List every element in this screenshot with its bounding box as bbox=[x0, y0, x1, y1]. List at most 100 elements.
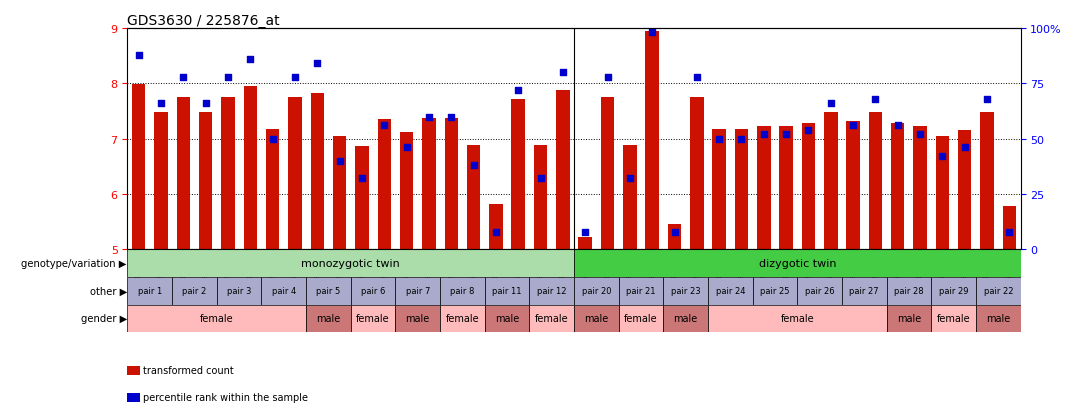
Text: other ▶: other ▶ bbox=[90, 286, 127, 296]
Point bbox=[264, 136, 281, 142]
Bar bbox=[914, 127, 927, 250]
Bar bbox=[667, 225, 681, 250]
Bar bbox=[127, 277, 172, 305]
Bar bbox=[311, 94, 324, 250]
Bar bbox=[847, 122, 860, 250]
Text: male: male bbox=[674, 314, 698, 324]
Bar bbox=[708, 277, 753, 305]
Point bbox=[889, 123, 906, 129]
Point bbox=[130, 52, 147, 59]
Point bbox=[867, 96, 885, 103]
Point bbox=[309, 61, 326, 68]
Bar bbox=[891, 124, 904, 250]
Text: female: female bbox=[936, 314, 971, 324]
Bar bbox=[824, 113, 837, 250]
Bar bbox=[400, 133, 414, 250]
Bar bbox=[266, 129, 280, 250]
Text: female: female bbox=[200, 314, 233, 324]
Bar bbox=[154, 113, 167, 250]
Bar bbox=[172, 277, 217, 305]
Text: pair 3: pair 3 bbox=[227, 287, 252, 296]
Text: transformed count: transformed count bbox=[143, 366, 233, 375]
Point bbox=[577, 229, 594, 235]
Point bbox=[376, 123, 393, 129]
Text: pair 8: pair 8 bbox=[450, 287, 474, 296]
Bar bbox=[935, 137, 949, 250]
Bar bbox=[1002, 206, 1016, 250]
Bar bbox=[467, 146, 481, 250]
Bar bbox=[244, 87, 257, 250]
Point bbox=[197, 101, 214, 107]
Bar bbox=[529, 305, 575, 332]
Bar bbox=[797, 277, 842, 305]
Bar bbox=[221, 98, 234, 250]
Bar bbox=[575, 250, 1021, 277]
Point bbox=[956, 145, 973, 152]
Bar bbox=[132, 85, 146, 250]
Point bbox=[554, 70, 571, 76]
Bar bbox=[355, 147, 368, 250]
Text: pair 4: pair 4 bbox=[271, 287, 296, 296]
Bar bbox=[780, 127, 793, 250]
Point bbox=[778, 132, 795, 138]
Point bbox=[845, 123, 862, 129]
Bar bbox=[801, 124, 815, 250]
Bar bbox=[623, 146, 636, 250]
Bar bbox=[306, 305, 351, 332]
Point bbox=[242, 57, 259, 63]
Text: percentile rank within the sample: percentile rank within the sample bbox=[143, 392, 308, 402]
Text: female: female bbox=[535, 314, 568, 324]
Point bbox=[644, 30, 661, 37]
Bar bbox=[575, 305, 619, 332]
Text: pair 23: pair 23 bbox=[671, 287, 701, 296]
Bar bbox=[378, 120, 391, 250]
Bar bbox=[445, 118, 458, 250]
Point bbox=[688, 74, 705, 81]
Bar bbox=[306, 277, 351, 305]
Text: pair 28: pair 28 bbox=[894, 287, 923, 296]
Bar bbox=[931, 277, 976, 305]
Text: gender ▶: gender ▶ bbox=[81, 314, 127, 324]
Text: pair 22: pair 22 bbox=[984, 287, 1013, 296]
Bar bbox=[619, 277, 663, 305]
Bar bbox=[663, 305, 708, 332]
Text: male: male bbox=[986, 314, 1011, 324]
Text: male: male bbox=[316, 314, 340, 324]
Point bbox=[219, 74, 237, 81]
Point bbox=[353, 176, 370, 182]
Bar bbox=[868, 113, 882, 250]
Text: pair 5: pair 5 bbox=[316, 287, 340, 296]
Point bbox=[531, 176, 549, 182]
Text: male: male bbox=[584, 314, 608, 324]
Bar bbox=[127, 250, 575, 277]
Bar bbox=[261, 277, 306, 305]
Point bbox=[666, 229, 684, 235]
Bar bbox=[395, 277, 440, 305]
Point bbox=[420, 114, 437, 121]
Bar bbox=[646, 32, 659, 250]
Bar bbox=[485, 305, 529, 332]
Bar bbox=[958, 131, 972, 250]
Text: monozygotic twin: monozygotic twin bbox=[301, 259, 400, 268]
Bar bbox=[976, 305, 1021, 332]
Point bbox=[397, 145, 415, 152]
Point bbox=[711, 136, 728, 142]
Point bbox=[286, 74, 303, 81]
Text: GDS3630 / 225876_at: GDS3630 / 225876_at bbox=[127, 14, 280, 28]
Bar bbox=[708, 305, 887, 332]
Text: pair 24: pair 24 bbox=[716, 287, 745, 296]
Bar bbox=[579, 237, 592, 250]
Bar bbox=[351, 277, 395, 305]
Text: pair 20: pair 20 bbox=[582, 287, 611, 296]
Text: pair 1: pair 1 bbox=[137, 287, 162, 296]
Bar bbox=[757, 127, 770, 250]
Text: male: male bbox=[406, 314, 430, 324]
Text: female: female bbox=[781, 314, 814, 324]
Text: genotype/variation ▶: genotype/variation ▶ bbox=[22, 259, 127, 268]
Text: pair 11: pair 11 bbox=[492, 287, 522, 296]
Bar bbox=[288, 98, 301, 250]
Text: male: male bbox=[896, 314, 921, 324]
Bar bbox=[440, 277, 485, 305]
Bar bbox=[690, 98, 703, 250]
Bar bbox=[981, 113, 994, 250]
